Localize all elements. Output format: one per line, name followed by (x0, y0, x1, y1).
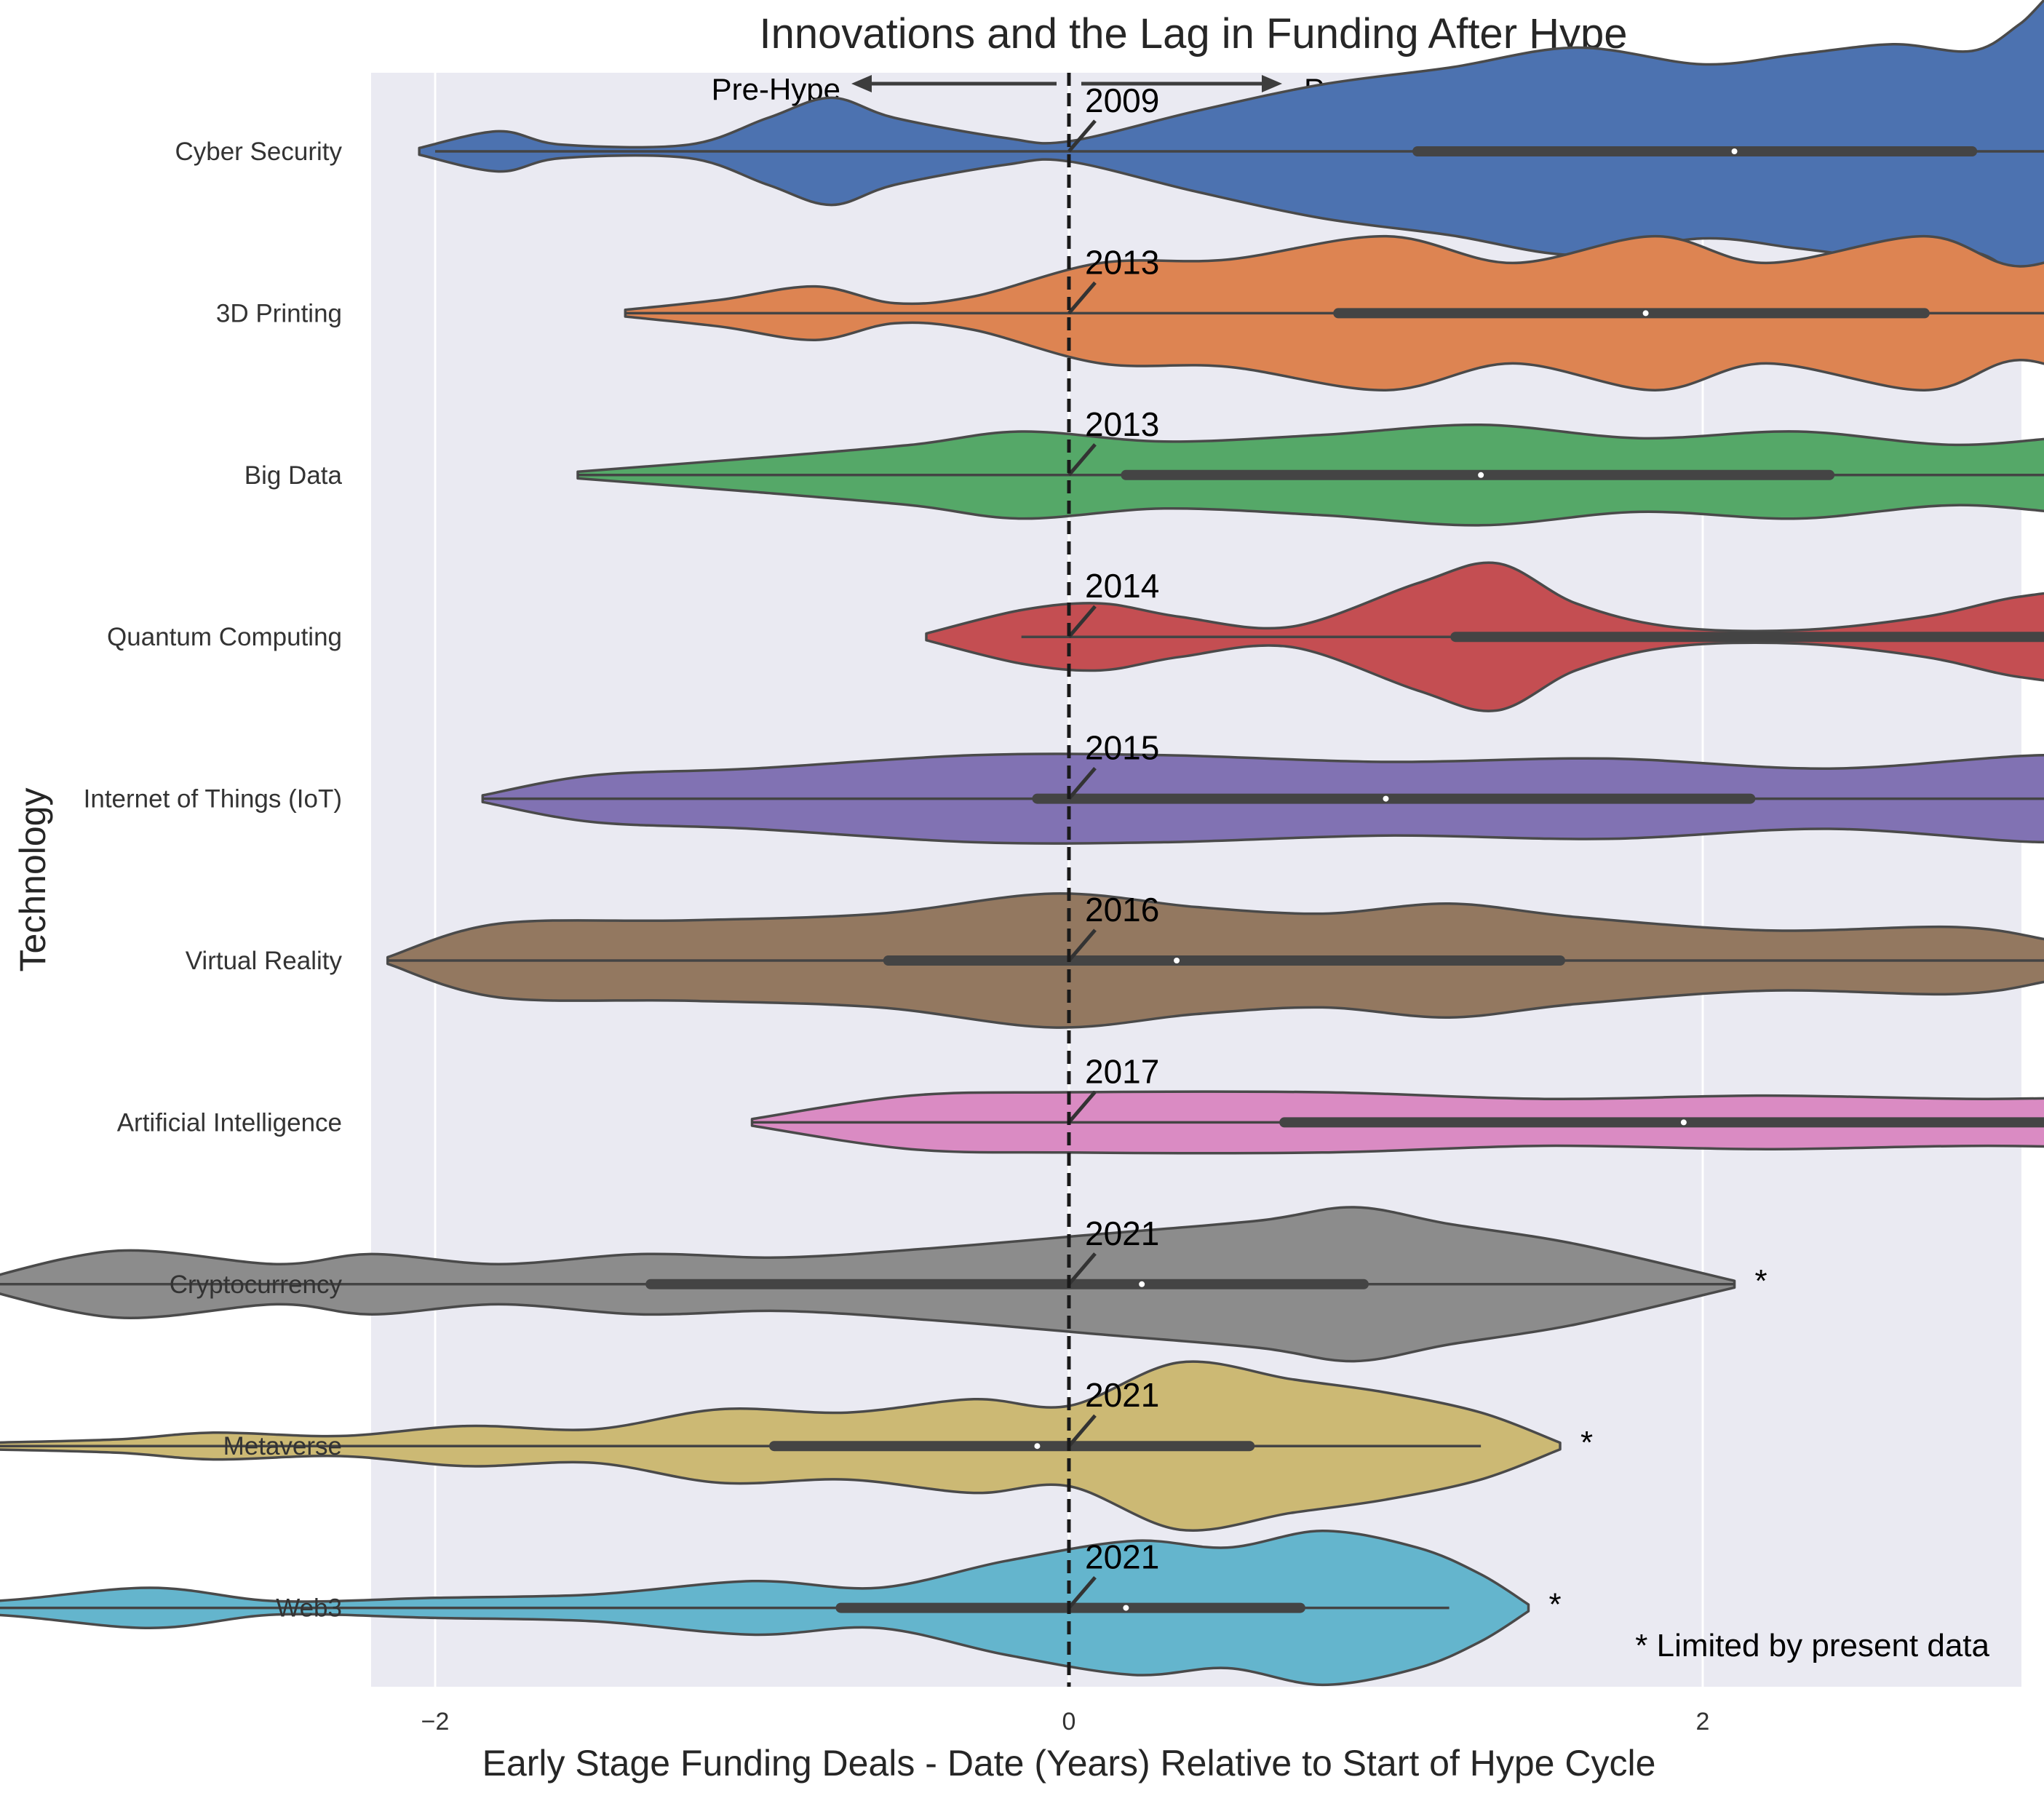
violin-median-5 (1174, 958, 1180, 963)
xtick-label-1: −2 (421, 1708, 450, 1736)
footnote: * Limited by present data (1635, 1628, 1989, 1663)
ytick-label-3: Quantum Computing (107, 623, 342, 651)
hype-year-label-4: 2015 (1085, 729, 1159, 767)
violin-median-7 (1139, 1281, 1145, 1287)
xtick-label-2: 0 (1062, 1708, 1076, 1736)
ytick-label-8: Metaverse (223, 1432, 342, 1460)
pre-hype-arrow-head (851, 75, 872, 92)
violin-median-1 (1642, 310, 1649, 317)
hype-year-pointer-0 (1067, 119, 1097, 153)
limited-asterisk-9: * (1548, 1587, 1561, 1623)
ytick-label-6: Artificial Intelligence (117, 1108, 342, 1137)
ytick-label-1: 3D Printing (216, 299, 342, 327)
hype-year-label-7: 2021 (1085, 1214, 1159, 1252)
ytick-label-7: Cryptocurrency (170, 1271, 343, 1299)
hype-year-pointer-4 (1067, 766, 1097, 800)
post-hype-arrow-head (1262, 75, 1282, 92)
violin-median-4 (1383, 795, 1389, 802)
limited-asterisk-7: * (1755, 1263, 1767, 1299)
hype-year-pointer-3 (1067, 605, 1097, 638)
ytick-label-4: Internet of Things (IoT) (84, 785, 342, 814)
hype-year-label-5: 2016 (1085, 891, 1159, 929)
xtick-label-3: 2 (1696, 1708, 1710, 1736)
hype-year-label-9: 2021 (1085, 1538, 1159, 1576)
hype-year-label-1: 2013 (1085, 243, 1159, 281)
ytick-label-2: Big Data (244, 461, 343, 490)
hype-year-pointer-7 (1067, 1252, 1097, 1286)
violin-median-6 (1680, 1119, 1687, 1126)
y-axis-label: Technology (12, 788, 53, 972)
violin-median-0 (1731, 148, 1738, 154)
hype-year-pointer-5 (1067, 929, 1097, 962)
violin-median-2 (1478, 472, 1484, 478)
ytick-label-0: Cyber Security (175, 138, 342, 166)
hype-year-label-6: 2017 (1085, 1052, 1159, 1090)
hype-year-pointer-9 (1067, 1575, 1097, 1610)
violin-median-9 (1123, 1605, 1129, 1611)
hype-year-pointer-2 (1067, 443, 1097, 477)
hype-year-pointer-6 (1067, 1090, 1097, 1124)
ytick-label-9: Web3 (276, 1594, 342, 1623)
hype-year-pointer-1 (1067, 281, 1097, 315)
violin-median-8 (1034, 1443, 1041, 1450)
chart-title: Innovations and the Lag in Funding After… (759, 10, 1627, 57)
hype-year-label-0: 2009 (1085, 81, 1159, 119)
hype-year-label-3: 2014 (1085, 567, 1159, 605)
limited-asterisk-8: * (1580, 1425, 1593, 1460)
hype-year-label-8: 2021 (1085, 1376, 1159, 1414)
ytick-label-5: Virtual Reality (186, 947, 343, 975)
hype-year-pointer-8 (1067, 1414, 1097, 1447)
x-axis-label: Early Stage Funding Deals - Date (Years)… (482, 1743, 1656, 1784)
hype-year-label-2: 2013 (1085, 405, 1159, 443)
